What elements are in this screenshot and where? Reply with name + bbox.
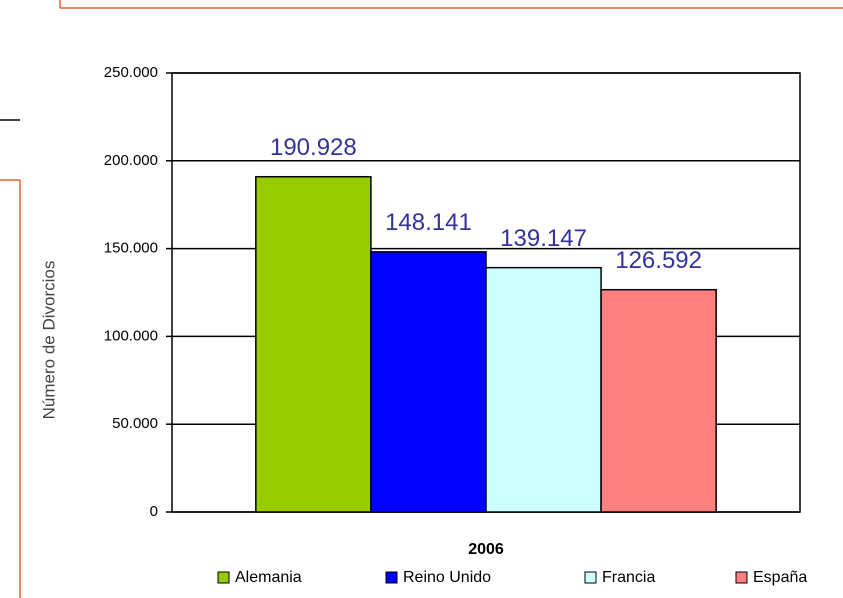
- y-tick-label: 200.000: [104, 152, 158, 169]
- legend-label: Francia: [602, 569, 655, 586]
- value-label: 190.928: [270, 134, 357, 161]
- legend-swatch: [385, 571, 398, 584]
- legend-swatch: [584, 571, 597, 584]
- legend-label: Reino Unido: [403, 569, 491, 586]
- bar: [600, 288, 717, 513]
- y-tick-label: 50.000: [112, 415, 158, 432]
- legend-label: Alemania: [235, 569, 302, 586]
- value-label: 148.141: [385, 209, 472, 236]
- y-tick-label: 0: [150, 503, 158, 520]
- x-tick-label: 2006: [468, 541, 504, 558]
- bar: [370, 251, 487, 513]
- y-tick-label: 250.000: [104, 64, 158, 81]
- value-label: 126.592: [615, 247, 702, 274]
- y-axis-label: Número de Divorcios: [39, 261, 58, 420]
- value-label: 139.147: [500, 225, 587, 252]
- y-tick-label: 100.000: [104, 327, 158, 344]
- legend-swatch: [217, 571, 230, 584]
- bar: [255, 175, 372, 513]
- legend-label: España: [753, 569, 807, 586]
- bar: [485, 266, 602, 513]
- legend-swatch: [735, 571, 748, 584]
- y-tick-label: 150.000: [104, 240, 158, 257]
